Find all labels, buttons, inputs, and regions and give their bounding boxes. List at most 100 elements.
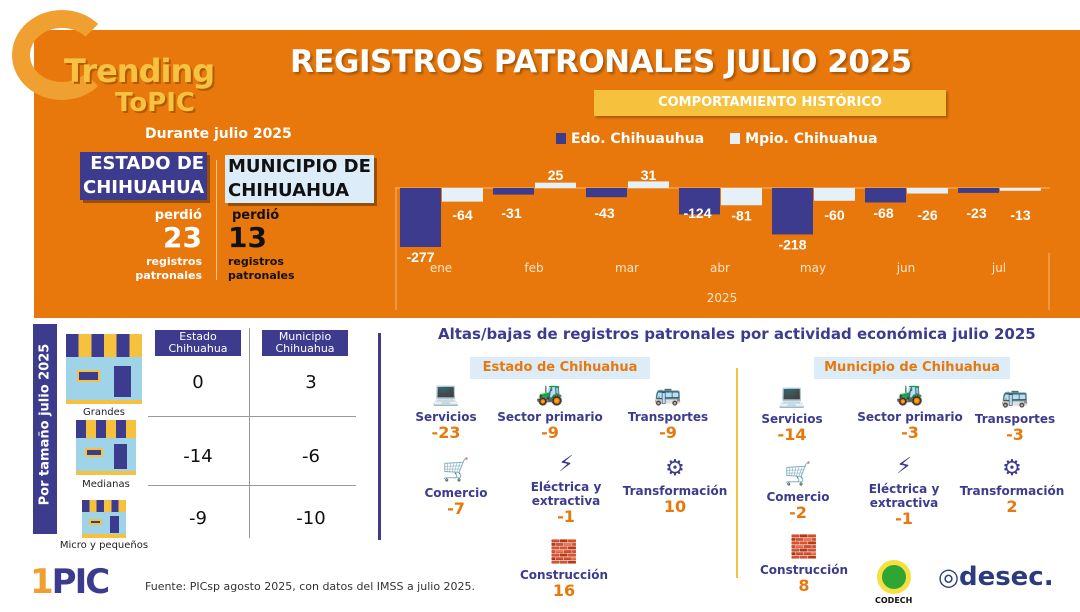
logo-text-2: ToPIC: [115, 88, 195, 118]
activity-value: -3: [901, 423, 919, 442]
activity-label: Transformación: [622, 484, 728, 498]
brick-wall-icon: 🧱: [790, 535, 818, 560]
legend-item-edo: Edo. Chihuauhua: [556, 131, 704, 147]
activity-municipio-transformación: ⚙ Transformación 2: [952, 456, 1072, 516]
size-label: Grandes: [82, 407, 126, 418]
activity-label: Servicios: [761, 412, 823, 426]
size-label: Micro y pequeños: [59, 540, 149, 551]
period-label: Durante julio 2025: [145, 126, 292, 142]
brick-wall-icon: 🧱: [550, 540, 578, 565]
activity-value: 2: [1006, 497, 1018, 516]
activity-municipio-eléctrica: ⚡ Eléctrica y extractiva -1: [844, 454, 964, 528]
divider: [216, 160, 217, 280]
tractor-icon: 🚜: [536, 382, 564, 407]
store-icon: [76, 420, 136, 475]
desk-worker-icon: 💻: [432, 382, 460, 407]
activity-value: -3: [1006, 425, 1024, 444]
desec-logo: ◎desec.: [938, 562, 1054, 592]
x-tick-label: jul: [991, 261, 1006, 275]
desk-worker-icon: 💻: [778, 384, 806, 409]
size-cell-municipio: -6: [302, 446, 320, 467]
x-axis-label: 2025: [707, 291, 738, 305]
chart-subtitle: COMPORTAMIENTO HISTÓRICO: [594, 90, 946, 116]
estado-heading: ESTADO DE CHIHUAHUA: [80, 152, 208, 200]
col-header-municipio: Municipio Chihuahua: [262, 330, 348, 356]
section-divider: [378, 333, 381, 540]
activity-municipio-sector: 🚜 Sector primario -3: [850, 382, 970, 442]
activity-estado-sector: 🚜 Sector primario -9: [490, 382, 610, 442]
activity-value: 8: [798, 576, 810, 595]
data-label: -124: [683, 205, 711, 221]
activity-label: Transformación: [959, 484, 1065, 498]
bar-mpio-jul: [1000, 188, 1041, 191]
gear-conveyor-icon: ⚙: [1002, 456, 1022, 481]
activity-municipio-construcción: 🧱 Construcción 8: [744, 535, 864, 595]
x-tick-label: mar: [615, 261, 639, 275]
x-tick-label: feb: [524, 261, 543, 275]
data-label: -64: [452, 207, 472, 223]
activity-municipio-servicios: 💻 Servicios -14: [732, 384, 852, 444]
page-title: REGISTROS PATRONALES JULIO 2025: [290, 44, 912, 80]
municipio-summary: perdió 13 registros patronales: [228, 208, 295, 282]
bus-icon: 🚌: [654, 382, 682, 407]
table-divider: [249, 328, 250, 538]
size-cell-estado: 0: [192, 372, 204, 393]
data-label: -218: [778, 236, 806, 252]
bar-mpio-abr: [721, 188, 762, 206]
bar-edo-jun: [865, 188, 906, 203]
legend-item-mpio: Mpio. Chihuahua: [730, 131, 878, 147]
data-label: -60: [824, 207, 844, 223]
activity-value: -14: [777, 425, 807, 444]
row-divider: [148, 485, 356, 486]
bar-mpio-jun: [907, 188, 948, 194]
codech-logo: CODECH: [875, 560, 912, 605]
activities-title: Altas/bajas de registros patronales por …: [438, 325, 1036, 343]
source-note: Fuente: PICsp agosto 2025, con datos del…: [145, 580, 476, 593]
row-divider: [148, 416, 356, 417]
activity-label: Sector primario: [857, 410, 963, 424]
bar-edo-jul: [958, 188, 999, 193]
activity-label: Servicios: [415, 410, 477, 424]
cart-icon: 🛒: [784, 462, 812, 487]
size-cell-estado: -9: [189, 508, 207, 529]
activity-value: -9: [541, 423, 559, 442]
cart-icon: 🛒: [442, 458, 470, 483]
activity-estado-construcción: 🧱 Construcción 16: [504, 540, 624, 600]
data-label: -23: [966, 205, 986, 221]
activity-municipio-transportes: 🚌 Transportes -3: [955, 384, 1075, 444]
activity-label: Eléctrica y extractiva: [530, 480, 602, 508]
activity-label: Comercio: [766, 490, 830, 504]
municipio-panel-heading: Municipio de Chihuahua: [814, 357, 1010, 379]
data-label: -43: [594, 205, 614, 221]
activity-value: -23: [431, 423, 461, 442]
activity-estado-transformación: ⚙ Transformación 10: [615, 456, 735, 516]
store-icon: [82, 500, 126, 538]
col-header-estado: Estado Chihuahua: [155, 330, 241, 356]
bar-chart: -277 -64 ene -31 25 feb -43 31 mar -124 -81 abr -218…: [395, 167, 1050, 310]
data-label: -31: [501, 205, 521, 221]
activity-estado-transportes: 🚌 Transportes -9: [608, 382, 728, 442]
data-label: -13: [1010, 207, 1030, 223]
data-label: -277: [406, 249, 434, 265]
pic-10-anos-logo: 1PIC: [30, 562, 110, 602]
estado-panel-heading: Estado de Chihuahua: [470, 357, 650, 379]
municipio-heading: MUNICIPIO DE CHIHUAHUA: [225, 155, 374, 203]
activity-estado-eléctrica: ⚡ Eléctrica y extractiva -1: [506, 452, 626, 526]
activity-value: -1: [557, 507, 575, 526]
bar-mpio-feb: [535, 182, 576, 188]
activity-value: -9: [659, 423, 677, 442]
gear-conveyor-icon: ⚙: [665, 456, 685, 481]
activity-estado-servicios: 💻 Servicios -23: [386, 382, 506, 442]
tractor-icon: 🚜: [896, 382, 924, 407]
activity-label: Construcción: [519, 568, 609, 582]
bar-edo-mar: [586, 188, 627, 198]
data-label: -81: [731, 207, 751, 223]
bar-mpio-ene: [442, 188, 483, 202]
size-label: Medianas: [82, 479, 130, 490]
activity-value: 10: [663, 497, 687, 516]
bus-icon: 🚌: [1001, 384, 1029, 409]
bar-edo-feb: [493, 188, 534, 195]
size-cell-municipio: 3: [305, 372, 317, 393]
bar-mpio-may: [814, 188, 855, 201]
activity-label: Eléctrica y extractiva: [868, 482, 940, 510]
